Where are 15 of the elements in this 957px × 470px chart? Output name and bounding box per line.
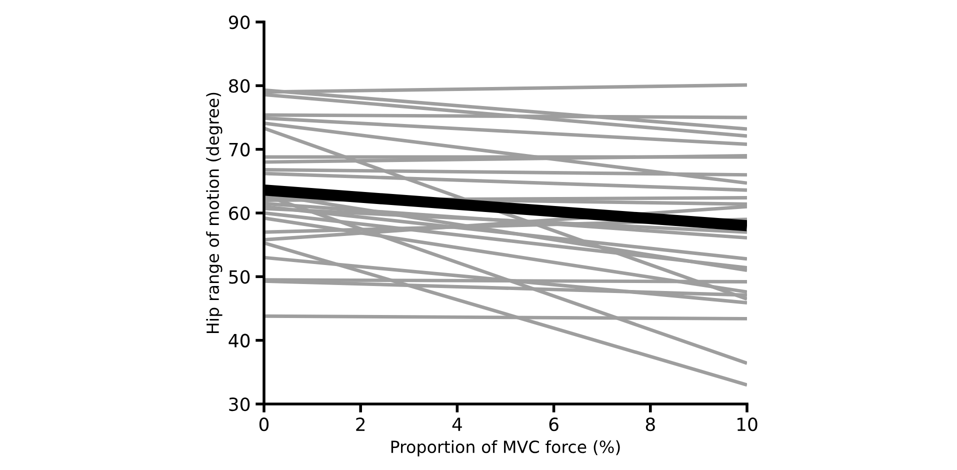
y-axis-title: Hip range of motion (degree) — [206, 92, 222, 333]
y-tick-label: 90 — [228, 15, 250, 30]
x-axis-title: Proportion of MVC force (%) — [391, 440, 620, 456]
x-tick-label: 8 — [646, 418, 655, 432]
x-tick-label: 4 — [452, 418, 462, 431]
x-tick-label: 10 — [737, 418, 758, 432]
y-tick-label: 30 — [229, 397, 250, 412]
y-tick-label: 70 — [229, 142, 250, 156]
y-tick-label: 60 — [229, 206, 250, 220]
y-tick-label: 80 — [229, 79, 250, 93]
x-tick-label: 0 — [259, 418, 269, 432]
x-tick-label: 2 — [356, 418, 365, 431]
y-tick-label: 40 — [228, 334, 250, 348]
x-tick-label: 6 — [549, 418, 558, 432]
y-tick-label: 50 — [229, 270, 250, 284]
